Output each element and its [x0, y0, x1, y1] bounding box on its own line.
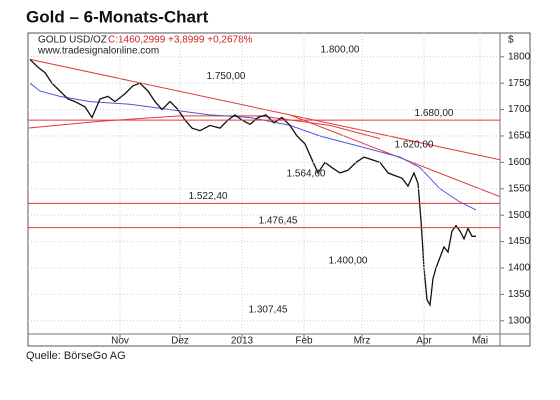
series-line	[29, 58, 476, 308]
level-label: 1.564,60	[287, 169, 326, 180]
quote: C:1460,2999 +3,8999 +0,2678%	[108, 35, 253, 46]
y-tick-label: 1750	[508, 78, 531, 89]
y-unit: $	[508, 35, 514, 46]
y-tick-label: 1300	[508, 315, 531, 326]
level-label: 1.680,00	[415, 108, 454, 119]
x-tick-label: Dez	[171, 336, 189, 347]
level-label: 1.750,00	[207, 71, 246, 82]
y-tick-label: 1350	[508, 289, 531, 300]
x-tick-label: Mai	[472, 336, 488, 347]
x-tick-label: 2013	[231, 336, 254, 347]
level-label: 1.400,00	[329, 256, 368, 267]
website: www.tradesignalonline.com	[37, 46, 159, 57]
x-tick-label: Apr	[416, 336, 432, 347]
chart-title: Gold – 6-Monats-Chart	[26, 7, 209, 26]
level-label: 1.522,40	[189, 191, 228, 202]
y-tick-label: 1450	[508, 236, 531, 247]
x-tick-label: Feb	[295, 336, 313, 347]
level-label: 1.800,00	[321, 44, 360, 55]
y-tick-label: 1400	[508, 263, 531, 274]
level-label: 1.307,45	[249, 305, 288, 316]
source: Quelle: BörseGo AG	[26, 350, 126, 362]
instrument: GOLD USD/OZ	[38, 35, 107, 46]
plot-area	[29, 58, 500, 308]
y-tick-label: 1700	[508, 104, 531, 115]
y-tick-label: 1550	[508, 183, 531, 194]
series-line	[29, 82, 477, 211]
y-tick-label: 1650	[508, 131, 531, 142]
level-label: 1.476,45	[259, 215, 298, 226]
chart-frame	[27, 32, 531, 347]
y-tick-label: 1800	[508, 51, 531, 62]
y-tick-label: 1500	[508, 210, 531, 221]
y-tick-label: 1600	[508, 157, 531, 168]
series-line	[29, 115, 381, 140]
x-tick-label: Mrz	[354, 336, 371, 347]
level-label: 1.620,00	[395, 139, 434, 150]
x-tick-label: Nov	[111, 336, 129, 347]
